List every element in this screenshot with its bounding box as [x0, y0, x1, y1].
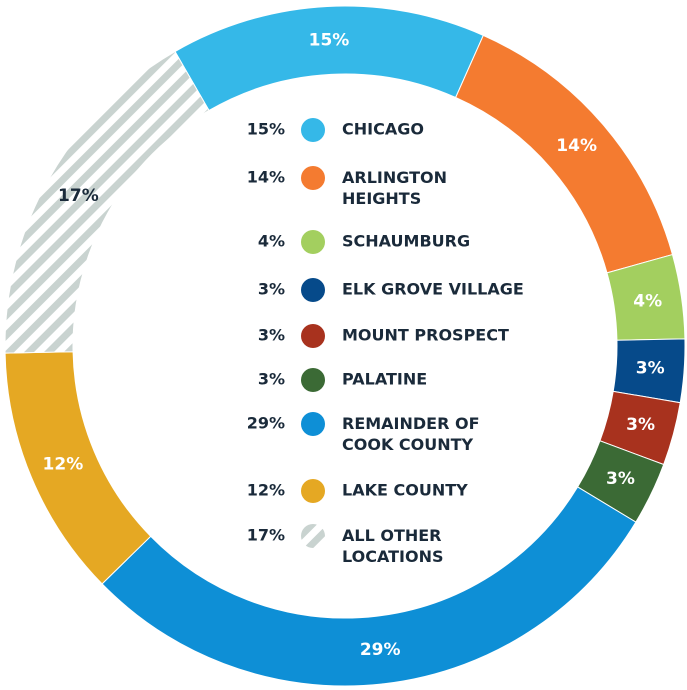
legend-swatch: [301, 368, 325, 392]
legend-item: 17% ALL OTHER LOCATIONS: [247, 524, 444, 566]
segment-label: 15%: [309, 30, 350, 50]
legend-label: ARLINGTON HEIGHTS: [342, 168, 447, 208]
legend-item: 4% SCHAUMBURG: [258, 230, 470, 254]
legend-item: 15% CHICAGO: [247, 118, 424, 142]
legend-item: 3% PALATINE: [258, 368, 427, 392]
legend-swatch: [301, 412, 325, 436]
legend-item: 3% MOUNT PROSPECT: [258, 324, 509, 348]
legend-value: 4%: [258, 232, 285, 251]
legend-label: PALATINE: [342, 370, 427, 389]
legend-label: ALL OTHER LOCATIONS: [342, 526, 444, 566]
segment-label: 4%: [633, 291, 662, 311]
donut-segment: [101, 486, 637, 687]
legend-swatch: [301, 230, 325, 254]
legend-swatch: [301, 479, 325, 503]
legend-value: 12%: [247, 481, 285, 500]
segment-label: 29%: [360, 640, 401, 660]
segment-label: 12%: [43, 455, 84, 475]
legend-item: 14% ARLINGTON HEIGHTS: [247, 166, 447, 208]
legend-value: 29%: [247, 414, 285, 433]
legend-value: 3%: [258, 326, 285, 345]
legend-label: LAKE COUNTY: [342, 481, 468, 500]
legend-label: SCHAUMBURG: [342, 232, 470, 251]
donut-segment: [174, 5, 484, 112]
legend-label: MOUNT PROSPECT: [342, 326, 509, 345]
legend-swatch: [301, 166, 325, 190]
legend-label: ELK GROVE VILLAGE: [342, 280, 524, 299]
segment-label: 14%: [556, 136, 597, 156]
legend-value: 3%: [258, 370, 285, 389]
legend-swatch: [301, 324, 325, 348]
legend-item: 29% REMAINDER OF COOK COUNTY: [247, 412, 480, 454]
segment-label: 17%: [58, 186, 99, 206]
donut-segment: [4, 50, 210, 354]
legend-value: 3%: [258, 280, 285, 299]
segment-label: 3%: [626, 415, 655, 435]
legend-value: 17%: [247, 526, 285, 545]
legend-value: 14%: [247, 168, 285, 187]
legend-label: CHICAGO: [342, 120, 424, 139]
legend-swatch: [301, 118, 325, 142]
legend-swatch: [301, 524, 325, 548]
segment-label: 3%: [606, 469, 635, 489]
segment-label: 3%: [636, 358, 665, 378]
legend-item: 3% ELK GROVE VILLAGE: [258, 278, 524, 302]
legend-label: REMAINDER OF COOK COUNTY: [342, 414, 480, 454]
legend-value: 15%: [247, 120, 285, 139]
legend-swatch: [301, 278, 325, 302]
legend-item: 12% LAKE COUNTY: [247, 479, 468, 503]
